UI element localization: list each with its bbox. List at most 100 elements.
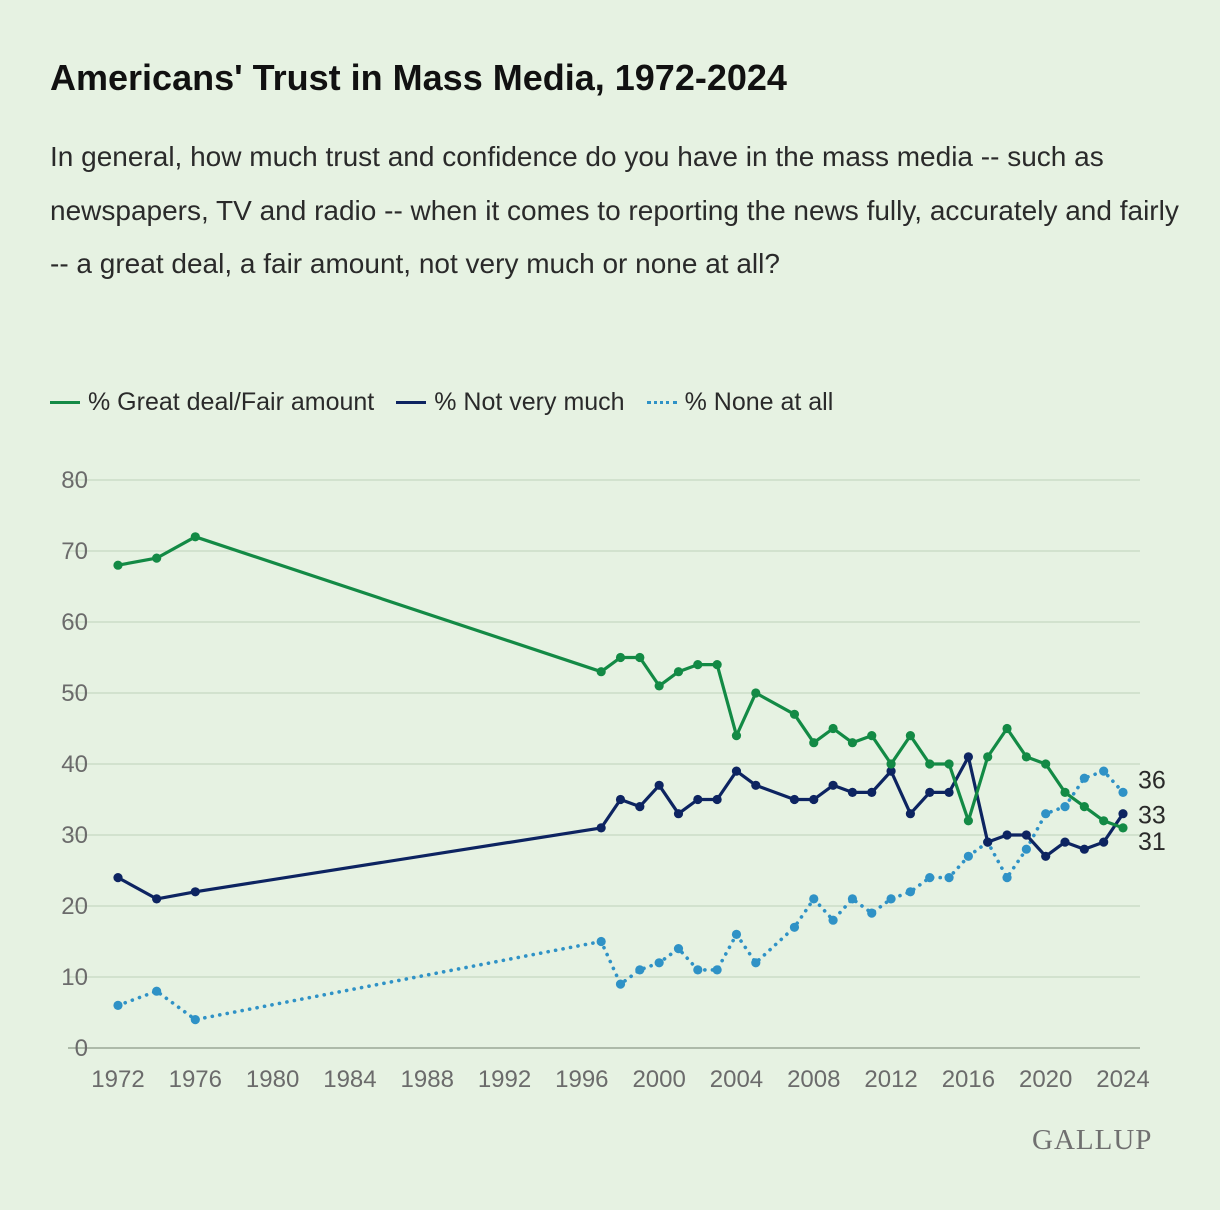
data-point-none-at-all-2019 [1021, 844, 1031, 854]
data-point-none-at-all-1999 [635, 965, 645, 975]
data-point-not-very-much-2008 [809, 794, 819, 805]
data-point-not-very-much-2016 [963, 752, 973, 762]
legend: % Great deal/Fair amount % Not very much… [50, 388, 833, 417]
data-point-none-at-all-2001 [673, 944, 684, 954]
data-point-great-deal-fair-amount-1999 [635, 652, 645, 663]
data-point-great-deal-fair-amount-2015 [944, 759, 954, 769]
data-point-none-at-all-2005 [751, 958, 761, 968]
x-tick-label-1972: 1972 [91, 1066, 144, 1093]
x-tick-label-2004: 2004 [710, 1066, 763, 1093]
data-point-great-deal-fair-amount-2008 [809, 738, 819, 748]
data-point-none-at-all-2002 [693, 965, 703, 975]
data-point-not-very-much-2011 [867, 787, 877, 797]
chart-subtitle: In general, how much trust and confidenc… [50, 141, 1179, 279]
data-point-none-at-all-2010 [847, 894, 858, 904]
data-point-great-deal-fair-amount-2011 [867, 731, 877, 741]
data-point-not-very-much-2017 [983, 837, 993, 847]
data-point-great-deal-fair-amount-2016 [963, 816, 973, 826]
data-point-great-deal-fair-amount-1972 [113, 560, 123, 570]
data-point-not-very-much-2010 [847, 787, 858, 797]
data-point-none-at-all-2022 [1079, 773, 1089, 783]
series-layer [113, 532, 1128, 1025]
data-point-great-deal-fair-amount-2005 [751, 688, 761, 698]
data-point-none-at-all-2012 [886, 894, 896, 904]
x-tick-label-1984: 1984 [323, 1066, 376, 1093]
y-tick-label-10: 10 [61, 964, 88, 991]
data-point-great-deal-fair-amount-2003 [712, 660, 722, 670]
data-point-none-at-all-1972 [113, 1000, 123, 1011]
data-point-great-deal-fair-amount-2013 [905, 731, 916, 741]
data-point-great-deal-fair-amount-2024 [1118, 823, 1128, 833]
data-point-great-deal-fair-amount-2020 [1041, 759, 1051, 769]
data-point-great-deal-fair-amount-1998 [615, 652, 626, 663]
data-point-great-deal-fair-amount-2018 [1002, 723, 1012, 734]
gallup-logo: GALLUP [1032, 1124, 1153, 1156]
legend-swatch-none-at-all [646, 401, 677, 404]
series-none-at-all [113, 766, 1128, 1025]
y-tick-label-50: 50 [61, 680, 88, 707]
end-label-36: 36 [1138, 766, 1166, 794]
data-point-none-at-all-1997 [596, 936, 606, 947]
data-point-not-very-much-1976 [190, 887, 200, 897]
data-point-not-very-much-2014 [925, 787, 935, 797]
data-point-none-at-all-1976 [190, 1015, 200, 1025]
data-point-none-at-all-2020 [1041, 809, 1051, 819]
end-label-33: 33 [1138, 802, 1166, 830]
y-tick-label-40: 40 [61, 751, 88, 778]
x-tick-label-1988: 1988 [401, 1066, 454, 1093]
data-point-great-deal-fair-amount-1997 [596, 667, 606, 677]
data-point-none-at-all-2009 [828, 915, 838, 925]
data-point-not-very-much-1972 [113, 873, 123, 883]
data-point-not-very-much-2022 [1079, 844, 1089, 854]
y-tick-label-0: 0 [75, 1035, 88, 1062]
data-point-great-deal-fair-amount-2014 [925, 759, 935, 769]
data-point-great-deal-fair-amount-2012 [886, 759, 896, 769]
data-point-great-deal-fair-amount-1974 [152, 553, 162, 563]
data-point-not-very-much-2012 [886, 766, 896, 776]
data-point-not-very-much-2020 [1041, 851, 1051, 861]
y-axis-ticks: 0 10 20 30 40 50 60 70 80 [61, 467, 88, 1062]
series-not-very-much [113, 752, 1128, 904]
data-point-none-at-all-2021 [1060, 802, 1070, 812]
data-point-none-at-all-2018 [1002, 873, 1012, 883]
data-point-not-very-much-2021 [1060, 837, 1070, 847]
data-point-great-deal-fair-amount-2000 [654, 681, 664, 691]
data-point-great-deal-fair-amount-2009 [828, 723, 838, 734]
legend-item-none-at-all: % None at all [646, 388, 834, 417]
y-tick-label-70: 70 [61, 538, 88, 565]
y-tick-label-80: 80 [61, 467, 88, 494]
data-point-none-at-all-2023 [1099, 766, 1109, 776]
data-point-none-at-all-2008 [809, 894, 819, 904]
y-tick-label-30: 30 [61, 822, 88, 849]
x-tick-label-2012: 2012 [864, 1066, 917, 1093]
data-point-great-deal-fair-amount-2004 [731, 731, 742, 741]
data-point-none-at-all-2013 [905, 887, 916, 897]
data-point-none-at-all-2000 [654, 958, 664, 968]
data-point-not-very-much-2019 [1021, 830, 1031, 840]
data-point-not-very-much-2018 [1002, 830, 1012, 840]
x-tick-label-2020: 2020 [1019, 1066, 1072, 1093]
x-axis-ticks: 1972 1976 1980 1984 1988 1992 1996 2000 2004 2008… [91, 1066, 1149, 1093]
legend-item-not-very-much: % Not very much [396, 388, 625, 417]
data-point-great-deal-fair-amount-2023 [1099, 816, 1109, 826]
data-point-not-very-much-2007 [789, 794, 800, 805]
data-point-great-deal-fair-amount-2002 [693, 660, 703, 670]
data-point-not-very-much-2023 [1099, 837, 1109, 847]
chart-title: Americans' Trust in Mass Media, 1972-202… [50, 57, 787, 98]
series-line-not-very-much [116, 755, 1125, 901]
legend-label-none-at-all: % None at all [684, 388, 834, 416]
data-point-none-at-all-2016 [963, 851, 973, 861]
grid-layer [68, 479, 1140, 1049]
data-point-not-very-much-1999 [635, 802, 645, 812]
x-tick-label-1996: 1996 [555, 1066, 608, 1093]
data-point-none-at-all-1998 [615, 979, 626, 989]
data-point-not-very-much-2024 [1118, 809, 1128, 819]
end-label-31: 31 [1138, 828, 1166, 856]
y-tick-label-20: 20 [61, 893, 88, 920]
data-point-not-very-much-2003 [712, 794, 722, 805]
data-point-great-deal-fair-amount-2001 [673, 667, 684, 677]
series-line-great-deal-fair-amount [116, 535, 1125, 830]
x-tick-label-1976: 1976 [169, 1066, 222, 1093]
legend-label-not-very-much: % Not very much [434, 388, 625, 416]
data-point-not-very-much-2004 [731, 766, 742, 776]
